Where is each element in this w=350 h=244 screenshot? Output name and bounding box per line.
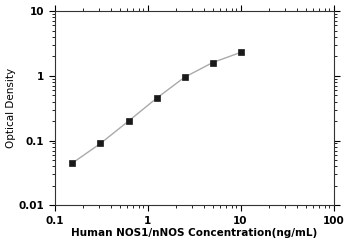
Y-axis label: Optical Density: Optical Density [6,68,15,148]
X-axis label: Human NOS1/nNOS Concentration(ng/mL): Human NOS1/nNOS Concentration(ng/mL) [71,228,317,238]
